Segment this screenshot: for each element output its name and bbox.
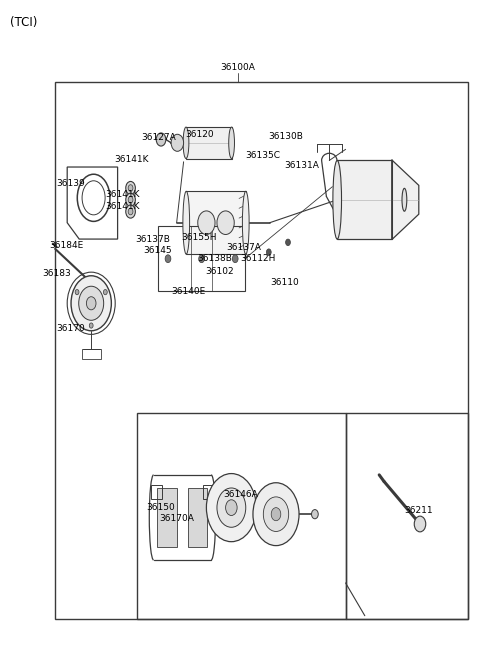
Text: 36139: 36139 bbox=[57, 179, 85, 188]
Text: 36102: 36102 bbox=[205, 267, 234, 276]
Text: 36127A: 36127A bbox=[141, 133, 176, 142]
Text: 36110: 36110 bbox=[270, 278, 299, 288]
Circle shape bbox=[264, 497, 288, 531]
Text: 36145: 36145 bbox=[143, 246, 172, 255]
Text: 36137B: 36137B bbox=[135, 234, 170, 244]
Circle shape bbox=[156, 133, 166, 146]
Bar bbox=[157, 488, 177, 547]
Text: 36211: 36211 bbox=[404, 506, 433, 515]
Circle shape bbox=[232, 255, 238, 263]
Ellipse shape bbox=[183, 191, 190, 254]
Text: 36155H: 36155H bbox=[181, 233, 217, 242]
Polygon shape bbox=[392, 160, 419, 239]
Bar bbox=[337, 160, 392, 239]
Circle shape bbox=[103, 290, 107, 295]
Ellipse shape bbox=[242, 191, 249, 254]
Circle shape bbox=[253, 483, 299, 546]
Text: 36183: 36183 bbox=[42, 269, 71, 278]
Circle shape bbox=[75, 290, 79, 295]
Text: 36150: 36150 bbox=[146, 503, 175, 512]
Bar bbox=[137, 413, 346, 619]
Circle shape bbox=[266, 249, 271, 255]
Text: 36138B: 36138B bbox=[198, 253, 232, 263]
Text: 36141K: 36141K bbox=[115, 155, 149, 164]
Bar bbox=[158, 226, 245, 291]
Text: 36131A: 36131A bbox=[284, 160, 319, 170]
Text: 36141K: 36141K bbox=[105, 202, 140, 211]
Circle shape bbox=[86, 297, 96, 310]
Bar bbox=[188, 488, 207, 547]
Bar bbox=[203, 485, 213, 499]
Circle shape bbox=[126, 193, 135, 206]
Circle shape bbox=[128, 208, 133, 215]
Circle shape bbox=[286, 239, 290, 246]
Circle shape bbox=[206, 474, 256, 542]
Text: 36135C: 36135C bbox=[246, 151, 280, 160]
Circle shape bbox=[165, 255, 171, 263]
Bar bbox=[55, 82, 468, 619]
Circle shape bbox=[199, 255, 204, 263]
Text: 36130B: 36130B bbox=[268, 132, 303, 141]
Text: 36170: 36170 bbox=[57, 324, 85, 333]
Ellipse shape bbox=[402, 189, 407, 211]
Bar bbox=[215, 520, 222, 531]
Circle shape bbox=[126, 205, 135, 218]
Text: 36184E: 36184E bbox=[49, 241, 84, 250]
Bar bbox=[186, 127, 232, 159]
Ellipse shape bbox=[228, 127, 234, 159]
Text: 36141K: 36141K bbox=[105, 190, 140, 199]
Circle shape bbox=[90, 280, 97, 290]
Text: (TCI): (TCI) bbox=[10, 16, 37, 29]
Circle shape bbox=[89, 323, 93, 328]
Circle shape bbox=[226, 500, 237, 515]
Ellipse shape bbox=[333, 160, 341, 239]
Bar bbox=[240, 485, 248, 495]
Circle shape bbox=[71, 276, 111, 331]
Bar bbox=[186, 191, 246, 254]
Text: 36100A: 36100A bbox=[220, 63, 255, 72]
Text: 36146A: 36146A bbox=[224, 490, 258, 499]
Circle shape bbox=[126, 181, 135, 195]
Ellipse shape bbox=[183, 127, 189, 159]
Circle shape bbox=[414, 516, 426, 532]
Text: 36137A: 36137A bbox=[227, 243, 261, 252]
Bar bbox=[346, 413, 468, 619]
Text: 36120: 36120 bbox=[185, 130, 214, 139]
Text: 36140E: 36140E bbox=[171, 287, 205, 296]
Circle shape bbox=[198, 211, 215, 234]
Circle shape bbox=[79, 286, 104, 320]
Circle shape bbox=[217, 488, 246, 527]
Circle shape bbox=[312, 510, 318, 519]
Circle shape bbox=[217, 211, 234, 234]
Bar bbox=[151, 485, 162, 499]
Circle shape bbox=[271, 508, 281, 521]
Circle shape bbox=[128, 185, 133, 191]
Circle shape bbox=[171, 134, 183, 151]
Bar bbox=[82, 349, 101, 359]
Bar bbox=[240, 520, 248, 531]
Text: 36170A: 36170A bbox=[159, 514, 194, 523]
Text: 36112H: 36112H bbox=[240, 253, 276, 263]
Bar bbox=[215, 485, 222, 495]
Circle shape bbox=[128, 196, 133, 203]
